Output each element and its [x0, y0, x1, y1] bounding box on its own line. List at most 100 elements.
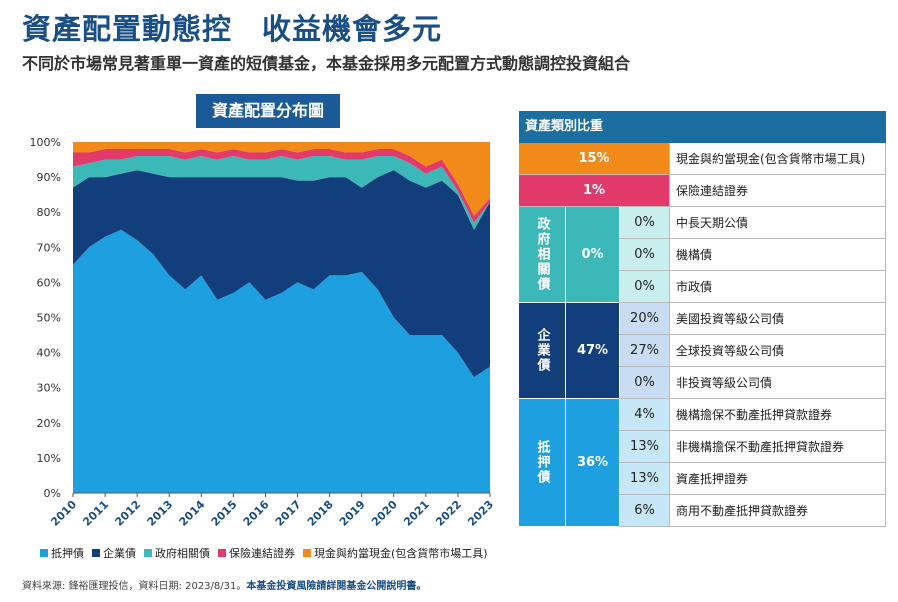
x-tick-label: 2020 [369, 498, 400, 529]
x-tick-label: 2011 [80, 498, 111, 529]
legend-item: 保險連結證券 [218, 545, 295, 561]
item-pct: 0% [619, 207, 669, 238]
stacked-area-chart: 0%10%20%30%40%50%60%70%80%90%100%2010 201… [30, 136, 497, 529]
item-label: 機構擔保不動產抵押貸款證券 [669, 399, 886, 430]
y-tick-label: 0% [44, 487, 61, 500]
legend-swatch [92, 549, 100, 557]
x-tick-label: 2016 [241, 498, 272, 529]
item-pct: 0% [619, 239, 669, 270]
legend-label: 現金與約當現金(包含貨幣市場工具) [314, 547, 488, 560]
series-area-2 [73, 156, 490, 230]
y-tick-label: 40% [37, 347, 61, 360]
x-tick-label: 2018 [305, 498, 336, 529]
table-row: 13% 資產抵押證券 [619, 463, 886, 495]
group-pct: 36% [565, 399, 619, 527]
table-row: 0% 市政債 [619, 271, 886, 303]
table-group: 政府相關債 0% 0% 中長天期公債 0% 機構債 0% 市政債 [519, 207, 886, 303]
legend-swatch [144, 549, 152, 557]
table-row: 0% 中長天期公債 [619, 207, 886, 239]
group-rows: 0% 中長天期公債 0% 機構債 0% 市政債 [619, 207, 886, 303]
legend-label: 政府相關債 [155, 547, 210, 560]
item-label: 資產抵押證券 [669, 463, 886, 494]
item-label: 市政債 [669, 271, 886, 302]
series-area-4 [73, 142, 490, 216]
group-pct: 47% [565, 303, 619, 399]
x-tick-label: 2022 [433, 498, 464, 529]
x-tick-label: 2021 [401, 498, 432, 529]
legend-item: 企業債 [92, 545, 136, 561]
legend-label: 保險連結證券 [229, 547, 295, 560]
item-label: 中長天期公債 [669, 207, 886, 238]
item-label: 美國投資等級公司債 [669, 303, 886, 334]
table-row: 0% 非投資等級公司債 [619, 367, 886, 399]
page-subtitle: 不同於市場常見著重單一資產的短債基金，本基金採用多元配置方式動態調控投資組合 [22, 54, 631, 73]
y-tick-label: 80% [37, 206, 61, 219]
table-row: 27% 全球投資等級公司債 [619, 335, 886, 367]
category-label: 保險連結證券 [669, 175, 886, 206]
x-tick-label: 2019 [337, 498, 368, 529]
table-row: 20% 美國投資等級公司債 [619, 303, 886, 335]
table-row: 15% 現金與約當現金(包含貨幣市場工具) [519, 143, 886, 175]
x-tick-label: 2014 [177, 498, 208, 529]
item-pct: 4% [619, 399, 669, 430]
item-pct: 6% [619, 495, 669, 526]
page-title: 資產配置動態控 收益機會多元 [22, 12, 443, 46]
item-label: 商用不動產抵押貸款證券 [669, 495, 886, 526]
group-name: 抵押債 [519, 399, 565, 527]
y-tick-label: 20% [37, 417, 61, 430]
legend-item: 抵押債 [40, 545, 84, 561]
risk-disclaimer: 本基金投資風險請詳閱基金公開說明書。 [246, 581, 427, 592]
allocation-table: 資產類別比重 15% 現金與約當現金(包含貨幣市場工具) 1% 保險連結證券 政府相關債… [519, 111, 886, 527]
item-label: 全球投資等級公司債 [669, 335, 886, 366]
y-tick-label: 90% [37, 171, 61, 184]
x-tick-label: 2023 [465, 498, 496, 529]
group-name: 政府相關債 [519, 207, 565, 303]
x-tick-label: 2012 [112, 498, 143, 529]
group-rows: 20% 美國投資等級公司債 27% 全球投資等級公司債 0% 非投資等級公司債 [619, 303, 886, 399]
table-row: 13% 非機構擔保不動產抵押貸款證券 [619, 431, 886, 463]
chart-legend: 抵押債 企業債 政府相關債 保險連結證券 現金與約當現金(包含貨幣市場工具) [40, 545, 488, 561]
legend-label: 企業債 [103, 547, 136, 560]
legend-item: 現金與約當現金(包含貨幣市場工具) [303, 545, 488, 561]
y-tick-label: 50% [37, 312, 61, 325]
item-label: 非投資等級公司債 [669, 367, 886, 398]
item-label: 非機構擔保不動產抵押貸款證券 [669, 431, 886, 462]
item-pct: 13% [619, 431, 669, 462]
legend-item: 政府相關債 [144, 545, 210, 561]
table-row: 0% 機構債 [619, 239, 886, 271]
group-name: 企業債 [519, 303, 565, 399]
chart-title: 資產配置分布圖 [196, 94, 340, 128]
table-row: 6% 商用不動產抵押貸款證券 [619, 495, 886, 527]
legend-label: 抵押債 [51, 547, 84, 560]
y-tick-label: 10% [37, 452, 61, 465]
y-tick-label: 70% [37, 241, 61, 254]
y-tick-label: 30% [37, 382, 61, 395]
legend-swatch [40, 549, 48, 557]
series-area-1 [73, 170, 490, 378]
table-group: 企業債 47% 20% 美國投資等級公司債 27% 全球投資等級公司債 0% 非投資等級公司債 [519, 303, 886, 399]
x-tick-label: 2010 [48, 498, 79, 529]
table-row: 4% 機構擔保不動產抵押貸款證券 [619, 399, 886, 431]
group-rows: 4% 機構擔保不動產抵押貸款證券 13% 非機構擔保不動產抵押貸款證券 13% 資產抵押證… [619, 399, 886, 527]
category-pct: 15% [519, 143, 669, 174]
series-area-3 [73, 149, 490, 223]
x-tick-label: 2015 [209, 498, 240, 529]
item-pct: 0% [619, 271, 669, 302]
category-pct: 1% [519, 175, 669, 206]
item-pct: 13% [619, 463, 669, 494]
source-text: 資料來源: 鋒裕匯理投信，資料日期: 2023/8/31。 [22, 581, 247, 592]
y-tick-label: 60% [37, 276, 61, 289]
legend-swatch [303, 549, 311, 557]
item-pct: 0% [619, 367, 669, 398]
table-group: 抵押債 36% 4% 機構擔保不動產抵押貸款證券 13% 非機構擔保不動產抵押貸款證券 13… [519, 399, 886, 527]
source-note: 資料來源: 鋒裕匯理投信，資料日期: 2023/8/31。本基金投資風險請詳閱基… [22, 577, 426, 592]
series-area-0 [73, 229, 490, 494]
category-label: 現金與約當現金(包含貨幣市場工具) [669, 143, 886, 174]
item-pct: 20% [619, 303, 669, 334]
item-pct: 27% [619, 335, 669, 366]
x-tick-label: 2017 [273, 498, 304, 529]
y-tick-label: 100% [30, 136, 61, 149]
table-header: 資產類別比重 [519, 111, 886, 143]
legend-swatch [218, 549, 226, 557]
group-pct: 0% [565, 207, 619, 303]
